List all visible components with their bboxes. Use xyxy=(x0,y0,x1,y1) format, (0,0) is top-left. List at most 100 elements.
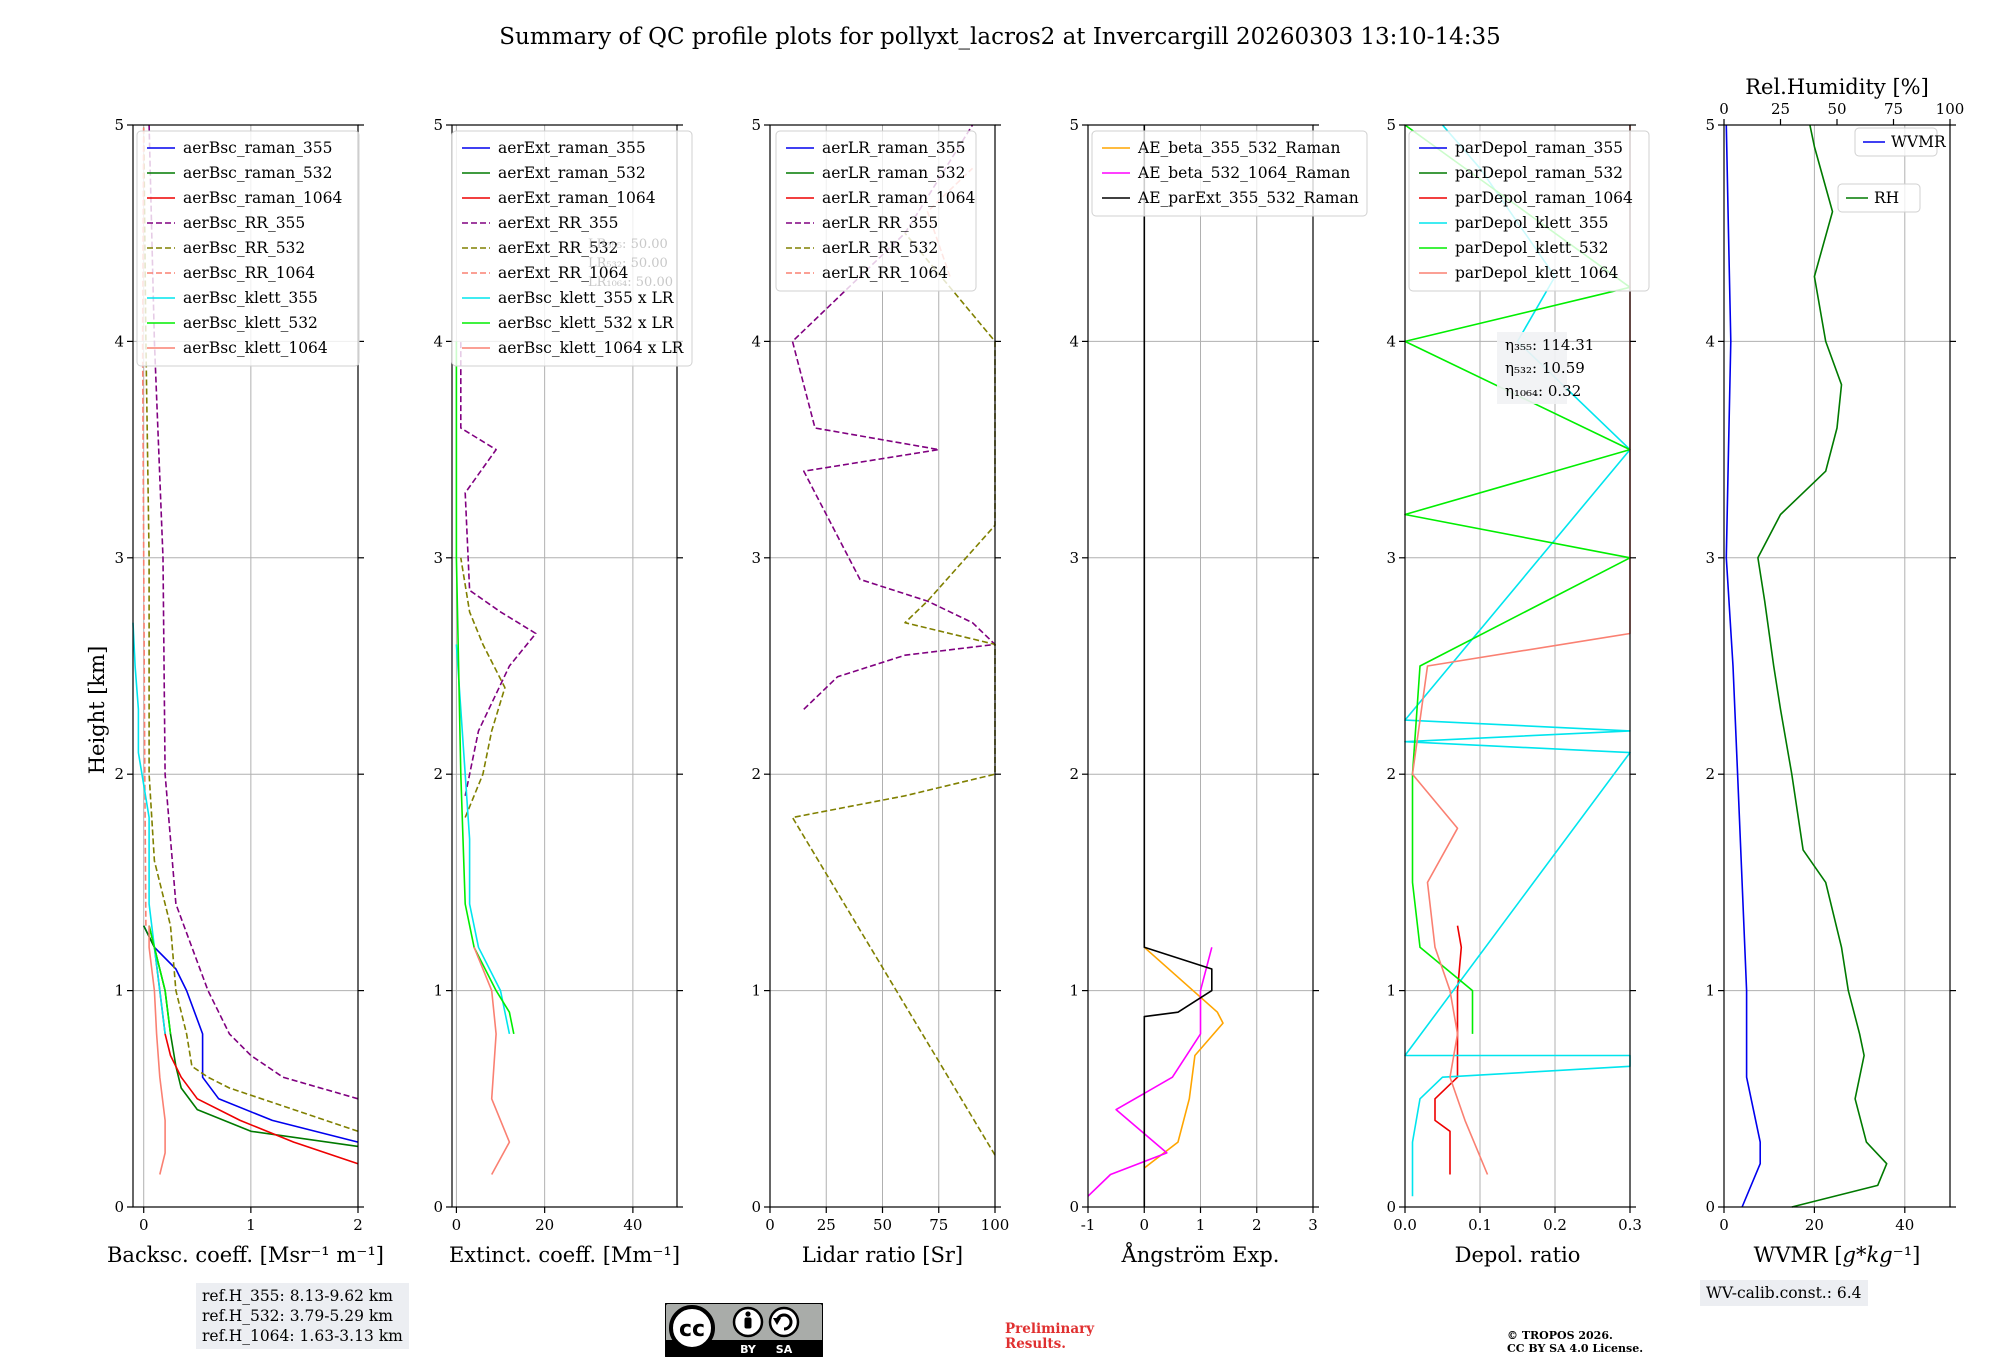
legend-entry: parDepol_raman_1064 xyxy=(1419,189,1633,207)
chart-panel-extinction: 0 1 2 3 4 5 0 20 40 Extinct. coeff. [Mm⁻¹] aerExt_… xyxy=(433,116,693,1267)
y-tick-label: 1 xyxy=(751,982,761,1000)
series-line-ae-beta-355-532-raman xyxy=(1143,946,1224,1169)
legend-entry: aerExt_raman_1064 xyxy=(462,189,656,207)
legend-label: aerLR_raman_1064 xyxy=(822,189,975,207)
by-icon-body xyxy=(744,1317,752,1329)
y-tick-label: 4 xyxy=(1069,332,1079,350)
x-tick-label: 0.3 xyxy=(1618,1216,1642,1234)
x-tick-label: 1 xyxy=(1196,1216,1206,1234)
copyright-line-1: © TROPOS 2026. xyxy=(1507,1329,1613,1342)
legend-entry: parDepol_klett_355 xyxy=(1419,214,1608,232)
series-line-aerbsc-raman-355 xyxy=(142,925,359,1143)
eta-annotation-box xyxy=(1497,332,1567,404)
x-tick-label: 3 xyxy=(1308,1216,1318,1234)
copyright-line-2: CC BY SA 4.0 License. xyxy=(1507,1342,1644,1355)
legend-label: aerLR_RR_532 xyxy=(822,239,938,257)
x-tick-label: 0 xyxy=(765,1216,775,1234)
y-tick-label: 1 xyxy=(433,982,443,1000)
x-tick-label: 75 xyxy=(929,1216,948,1234)
y-tick-label: 5 xyxy=(1069,116,1079,134)
legend-entry: WVMR xyxy=(1863,133,1947,151)
y-tick-label: 0 xyxy=(114,1198,124,1216)
x-axis-label: Lidar ratio [Sr] xyxy=(802,1243,963,1267)
by-label: BY xyxy=(740,1343,757,1356)
legend-entry: aerBsc_RR_532 xyxy=(147,239,305,257)
legend-label: parDepol_raman_1064 xyxy=(1455,189,1633,207)
legend-label: parDepol_klett_355 xyxy=(1455,214,1608,232)
legend-label: aerExt_RR_532 xyxy=(498,239,619,257)
x-tick-label: 25 xyxy=(817,1216,836,1234)
legend-box xyxy=(1837,183,1921,213)
ref-height-1064: ref.H_1064: 1.63-3.13 km xyxy=(202,1327,403,1345)
series-line-aerext-rr-355 xyxy=(459,341,537,796)
legend-entry: aerBsc_klett_355 x LR xyxy=(462,289,675,307)
legend-label: aerLR_RR_355 xyxy=(822,214,938,232)
legend-label: RH xyxy=(1874,189,1899,207)
top-x-tick-label: 0 xyxy=(1719,100,1729,118)
wv-calibration-constant: WV-calib.const.: 6.4 xyxy=(1706,1284,1862,1302)
legend-box xyxy=(775,130,977,292)
y-tick-label: 3 xyxy=(1386,549,1396,567)
y-tick-label: 3 xyxy=(433,549,443,567)
legend-entry: aerBsc_klett_1064 xyxy=(147,339,328,357)
chart-panel-depolarization: 0 1 2 3 4 5 0.0 0.1 0.2 0.3 Depol. ratio parDepol_r… xyxy=(1386,116,1650,1267)
x-axis-label: WVMR [g*kg⁻¹] xyxy=(1754,1243,1921,1267)
y-tick-label: 0 xyxy=(1705,1198,1715,1216)
y-tick-label: 0 xyxy=(1069,1198,1079,1216)
legend-label: aerBsc_klett_1064 xyxy=(183,339,328,357)
legend-label: aerBsc_klett_355 xyxy=(183,289,318,307)
series-line-aerbsc-klett-532-x-lr xyxy=(455,341,515,1035)
legend-entry: parDepol_klett_532 xyxy=(1419,239,1608,257)
x-tick-label: 0.1 xyxy=(1468,1216,1492,1234)
legend-entry: aerBsc_raman_532 xyxy=(147,164,333,182)
series-group xyxy=(1404,124,1631,1197)
legend-label: parDepol_klett_1064 xyxy=(1455,264,1618,282)
x-tick-label: 50 xyxy=(873,1216,892,1234)
series-line-wvmr xyxy=(1725,124,1761,1208)
legend-entry: aerLR_RR_355 xyxy=(786,214,938,232)
series-line-aerbsc-klett-355-x-lr xyxy=(455,644,511,1035)
legend-box xyxy=(136,130,360,367)
y-tick-label: 5 xyxy=(114,116,124,134)
legend-label: aerBsc_raman_1064 xyxy=(183,189,343,207)
legend-entry: aerBsc_klett_532 xyxy=(147,314,318,332)
y-tick-label: 4 xyxy=(751,332,761,350)
legend-box xyxy=(1091,130,1368,217)
y-tick-label: 2 xyxy=(1069,765,1079,783)
legend-entry: aerBsc_klett_1064 x LR xyxy=(462,339,685,357)
legend-label: aerBsc_klett_1064 x LR xyxy=(498,339,685,357)
eta-annotation: η₁₀₆₄: 0.32 xyxy=(1505,382,1581,400)
y-tick-label: 3 xyxy=(114,549,124,567)
legend: WVMR RH xyxy=(1837,127,1947,213)
x-tick-label: 100 xyxy=(981,1216,1010,1234)
plot-frame xyxy=(451,124,678,1208)
x-tick-label: 40 xyxy=(623,1216,642,1234)
legend-label: parDepol_raman_532 xyxy=(1455,164,1623,182)
legend: aerBsc_raman_355 aerBsc_raman_532 aerBsc_r… xyxy=(136,130,360,367)
lidar-ratio-annotation: LR₅₃₂: 50.00 xyxy=(588,256,668,271)
series-line-aerbsc-klett-1064 xyxy=(148,925,166,1175)
y-tick-label: 0 xyxy=(751,1198,761,1216)
legend-label: AE_parExt_355_532_Raman xyxy=(1137,189,1359,207)
series-line-aerbsc-klett-532 xyxy=(148,925,172,1034)
preliminary-line-2: Results. xyxy=(1005,1336,1066,1352)
y-tick-label: 5 xyxy=(751,116,761,134)
x-axis-label: Depol. ratio xyxy=(1455,1243,1581,1267)
y-tick-label: 2 xyxy=(1705,765,1715,783)
y-tick-label: 2 xyxy=(751,765,761,783)
legend-label: aerBsc_RR_1064 xyxy=(183,264,315,282)
legend: parDepol_raman_355 parDepol_raman_532 parD… xyxy=(1408,130,1650,292)
eta-annotation: η₃₅₅: 114.31 xyxy=(1505,336,1594,354)
series-line-aerbsc-klett-1064-x-lr xyxy=(473,946,511,1175)
x-tick-label: 20 xyxy=(535,1216,554,1234)
legend-entry: AE_parExt_355_532_Raman xyxy=(1102,189,1359,207)
y-tick-label: 4 xyxy=(114,332,124,350)
y-tick-label: 3 xyxy=(751,549,761,567)
series-group xyxy=(455,341,537,1175)
x-tick-label: 2 xyxy=(353,1216,363,1234)
series-line-aerbsc-rr-532 xyxy=(142,124,359,1133)
legend-entry: parDepol_raman_355 xyxy=(1419,139,1623,157)
legend-entry: aerLR_raman_355 xyxy=(786,139,965,157)
